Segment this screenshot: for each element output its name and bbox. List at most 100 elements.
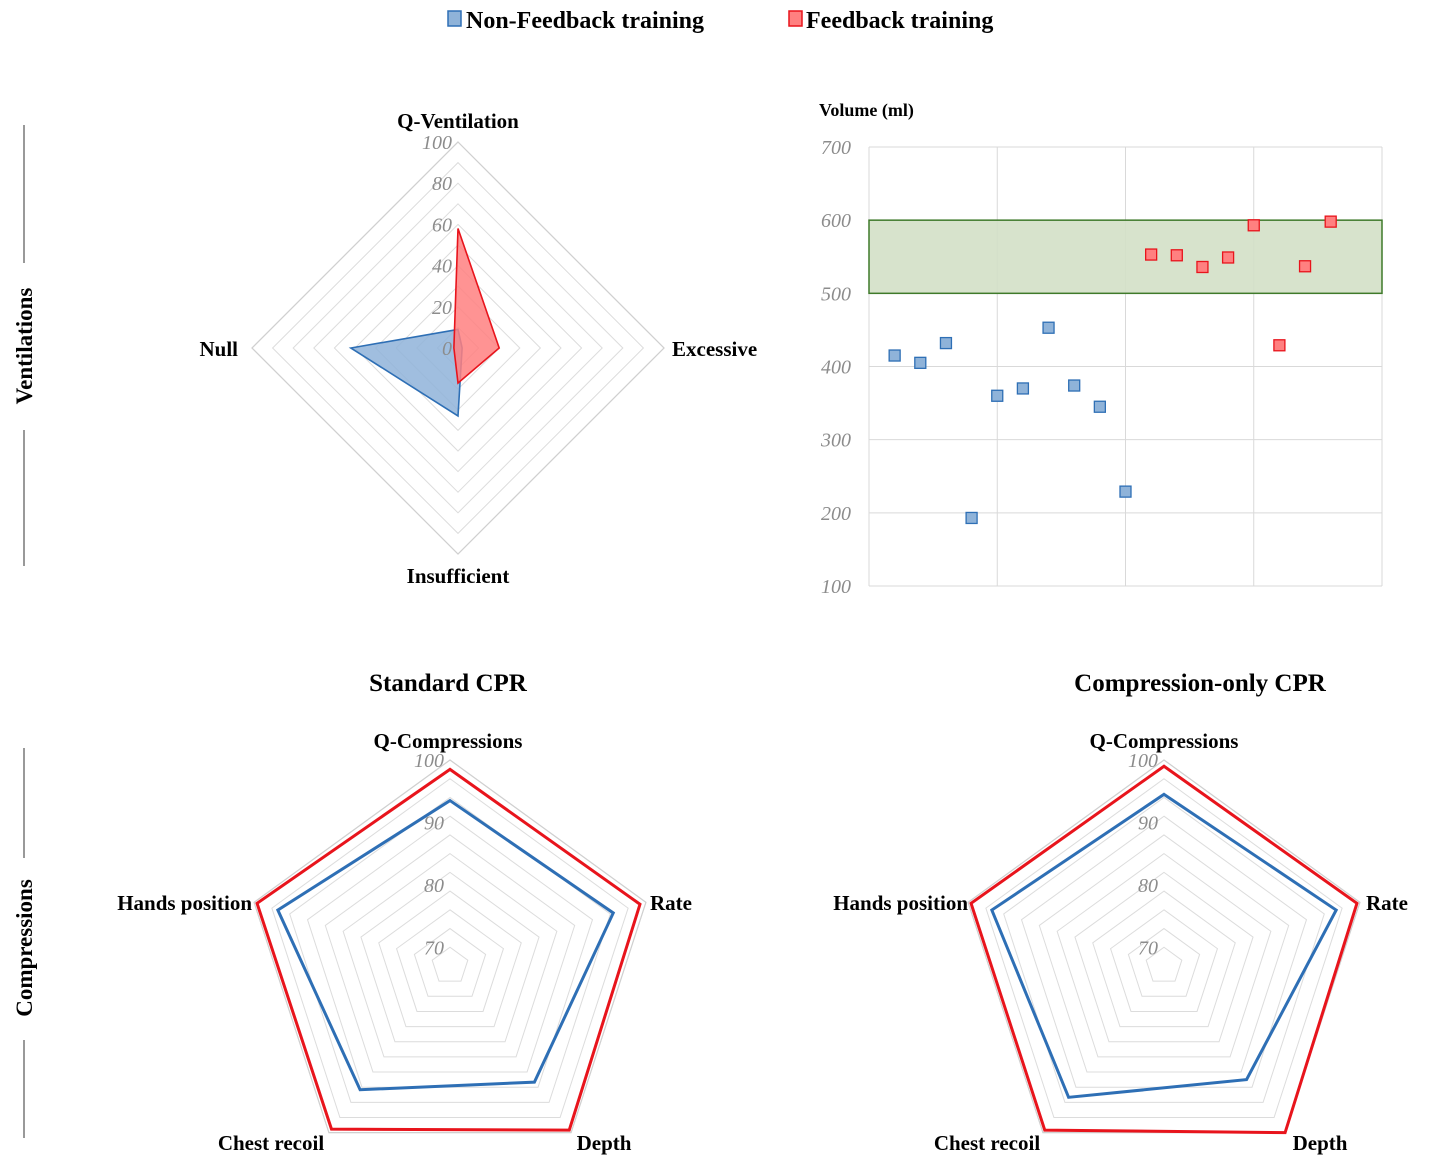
- row-label-ventilations: Ventilations: [12, 125, 37, 566]
- axis-label-insufficient: Insufficient: [407, 564, 510, 588]
- tick-label: 20: [432, 297, 452, 319]
- tick-label: 70: [424, 937, 444, 959]
- axis-label-q-ventilation: Q-Ventilation: [397, 109, 519, 133]
- tick-label: 70: [1138, 937, 1158, 959]
- y-tick-label: 200: [821, 503, 851, 525]
- point-non-feedback-training: [1042, 321, 1055, 334]
- grid-ring: [1127, 927, 1201, 997]
- grid-ring: [333, 223, 583, 473]
- series-feedback-training: [453, 228, 501, 385]
- axis-label-q-compressions: Q-Compressions: [374, 729, 523, 753]
- legend-label-non-feedback: Non-Feedback training: [466, 8, 704, 34]
- point-non-feedback-training: [888, 349, 901, 362]
- target-range-band: [868, 219, 1383, 295]
- ventilations-label: Ventilations: [12, 288, 37, 405]
- grid-outer-ring: [251, 141, 665, 555]
- series-feedback-training: [969, 764, 1359, 1135]
- axis-label-hands-position: Hands position: [833, 891, 968, 915]
- compressions-label: Compressions: [12, 879, 37, 1017]
- axis-label-rate: Rate: [650, 891, 692, 915]
- y-axis-label: Volume (ml): [819, 100, 914, 121]
- tick-label: 60: [432, 214, 452, 236]
- axis-label-null: Null: [199, 337, 238, 361]
- tick-label: 100: [414, 750, 444, 772]
- row-label-compressions: Compressions: [12, 748, 37, 1138]
- grid-ring: [378, 890, 522, 1028]
- grid-ring: [360, 871, 540, 1043]
- y-tick-label: 100: [821, 576, 851, 598]
- grid-ring: [985, 778, 1343, 1119]
- series-non-feedback-training: [989, 792, 1339, 1099]
- tick-label: 90: [424, 812, 444, 834]
- point-feedback-training: [1196, 260, 1209, 274]
- point-feedback-training: [1221, 251, 1235, 264]
- grid-ring: [289, 796, 611, 1103]
- grid-ring: [413, 927, 487, 997]
- grid-ring: [374, 264, 542, 432]
- axis-label-depth: Depth: [1293, 1131, 1348, 1155]
- legend-swatch-feedback: [788, 10, 803, 27]
- grid-ring: [342, 853, 558, 1058]
- tick-label: 100: [422, 132, 452, 154]
- point-non-feedback-training: [991, 389, 1004, 402]
- y-tick-label: 500: [821, 283, 851, 305]
- grid-ring: [1038, 834, 1290, 1073]
- y-tick-label: 400: [821, 357, 851, 379]
- point-non-feedback-training: [1016, 382, 1030, 395]
- point-non-feedback-training: [914, 356, 927, 369]
- grid-ring: [271, 778, 629, 1119]
- point-feedback-training: [1247, 219, 1260, 232]
- point-feedback-training: [1170, 249, 1183, 262]
- series-feedback-training: [255, 767, 642, 1132]
- grid-ring: [395, 909, 505, 1012]
- grid-ring: [1056, 853, 1272, 1058]
- legend: Non-Feedback training Feedback training: [447, 8, 993, 34]
- point-non-feedback-training: [1119, 485, 1132, 498]
- grid-ring: [1074, 871, 1254, 1043]
- y-tick-label: 600: [821, 210, 851, 232]
- grid-ring: [1145, 946, 1183, 982]
- tick-label: 40: [432, 256, 452, 278]
- axis-label-excessive: Excessive: [672, 337, 757, 361]
- point-feedback-training: [1273, 339, 1286, 352]
- point-non-feedback-training: [965, 511, 978, 525]
- grid-ring: [431, 946, 469, 982]
- grid-ring: [1092, 890, 1236, 1028]
- grid-ring: [1109, 909, 1219, 1012]
- series-non-feedback-training: [275, 798, 616, 1092]
- tick-label: 80: [1138, 875, 1158, 897]
- axis-label-hands-position: Hands position: [117, 891, 252, 915]
- axis-label-q-compressions: Q-Compressions: [1090, 729, 1239, 753]
- grid-ring: [1003, 796, 1325, 1103]
- tick-label: 80: [424, 875, 444, 897]
- chart-title: Standard CPR: [369, 670, 528, 697]
- point-non-feedback-training: [939, 336, 953, 350]
- tick-label: 100: [1128, 750, 1158, 772]
- y-tick-label: 300: [820, 430, 851, 452]
- grid-ring: [354, 244, 562, 452]
- tick-label: 80: [432, 173, 452, 195]
- point-feedback-training: [1145, 248, 1158, 261]
- axis-label-chest-recoil: Chest recoil: [218, 1131, 324, 1155]
- y-tick-label: 700: [821, 137, 851, 159]
- axis-label-depth: Depth: [577, 1131, 632, 1155]
- point-feedback-training: [1324, 215, 1337, 228]
- axis-label-rate: Rate: [1366, 891, 1408, 915]
- scatter-chart-volume: 100 200 300 400 500 600 700 Volume (ml): [819, 100, 1383, 598]
- axis-label-chest-recoil: Chest recoil: [934, 1131, 1040, 1155]
- grid-ring: [292, 182, 624, 514]
- legend-label-feedback: Feedback training: [806, 8, 993, 34]
- grid-outer-ring: [253, 759, 647, 1134]
- chart-title: Compression-only CPR: [1074, 670, 1327, 697]
- grid-ring: [324, 834, 576, 1073]
- grid-ring: [313, 203, 603, 493]
- legend-swatch-non-feedback: [447, 10, 462, 27]
- point-non-feedback-training: [1068, 379, 1081, 392]
- grid-ring: [271, 161, 645, 535]
- tick-label: 90: [1138, 812, 1158, 834]
- point-non-feedback-training: [1093, 400, 1106, 413]
